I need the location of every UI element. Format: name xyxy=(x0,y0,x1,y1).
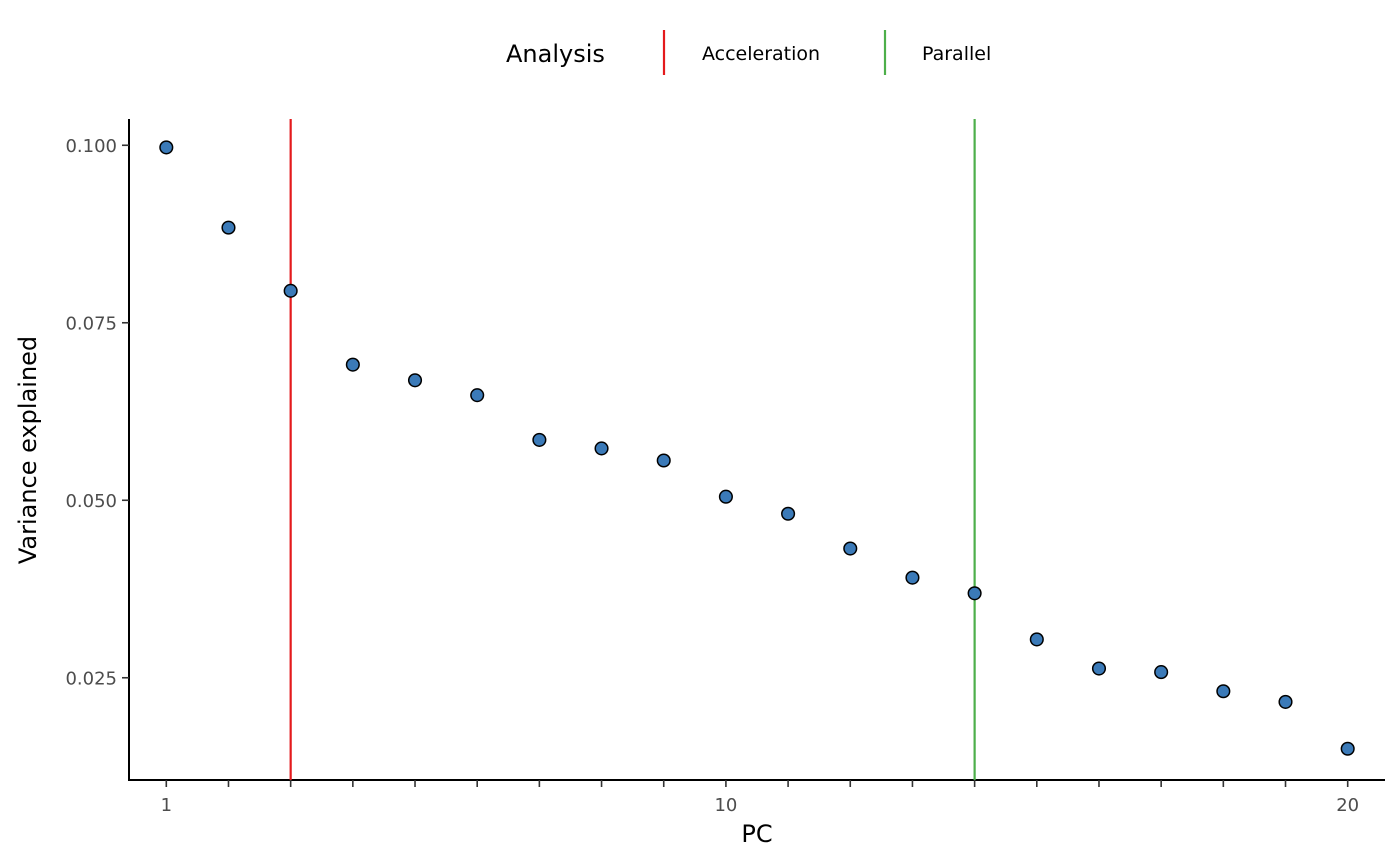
data-point-pc-3 xyxy=(283,283,298,298)
data-point-pc-14 xyxy=(967,586,982,601)
data-point-pc-8 xyxy=(594,441,609,456)
data-point-pc-13 xyxy=(905,570,920,585)
y-tick-label: 0.100 xyxy=(65,136,117,157)
y-tick-label: 0.025 xyxy=(65,668,117,689)
data-point-pc-15 xyxy=(1029,632,1044,647)
data-point-pc-7 xyxy=(532,432,547,447)
y-ticks: 0.025 0.050 0.075 0.100 xyxy=(65,136,129,689)
data-point-pc-5 xyxy=(407,373,423,388)
y-tick-label: 0.050 xyxy=(65,491,117,512)
legend: Analysis Acceleration Parallel xyxy=(506,30,991,75)
data-points xyxy=(159,140,1355,756)
data-point-pc-10 xyxy=(718,489,733,504)
y-tick-label: 0.075 xyxy=(65,313,117,334)
data-point-pc-2 xyxy=(221,220,236,235)
data-point-pc-9 xyxy=(656,453,671,468)
x-tick-label: 1 xyxy=(161,795,172,816)
data-point-pc-19 xyxy=(1278,694,1293,709)
x-ticks: 1 10 20 xyxy=(161,780,1359,816)
data-point-pc-1 xyxy=(159,140,174,155)
data-point-pc-6 xyxy=(470,388,485,403)
data-point-pc-20 xyxy=(1340,741,1355,756)
data-point-pc-11 xyxy=(781,506,796,521)
data-point-pc-18 xyxy=(1216,684,1231,699)
x-tick-label: 20 xyxy=(1336,795,1359,816)
reference-lines xyxy=(289,119,976,780)
data-point-pc-16 xyxy=(1091,661,1107,676)
data-point-pc-12 xyxy=(843,541,858,556)
x-tick-label: 10 xyxy=(714,795,737,816)
x-axis-title: PC xyxy=(741,820,772,848)
legend-label-parallel: Parallel xyxy=(922,43,991,65)
data-point-pc-17 xyxy=(1154,665,1169,680)
y-axis-title: Variance explained xyxy=(14,336,42,564)
legend-label-acceleration: Acceleration xyxy=(702,43,820,65)
legend-title: Analysis xyxy=(506,40,605,68)
data-point-pc-4 xyxy=(345,357,360,372)
